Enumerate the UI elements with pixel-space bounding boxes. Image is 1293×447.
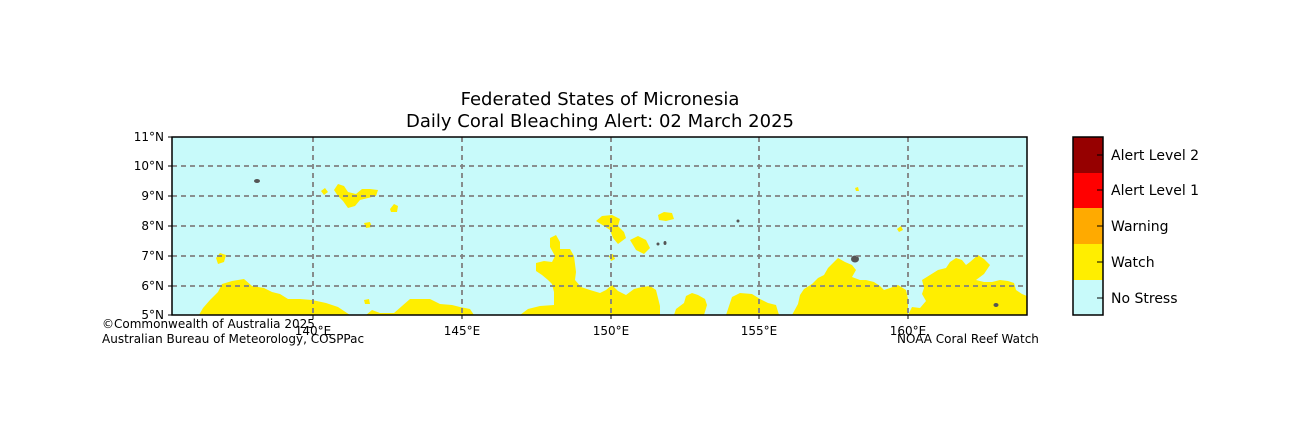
lat-tick-label: 6°N bbox=[141, 279, 164, 293]
map-panel bbox=[171, 136, 1028, 316]
legend-label-watch: Watch bbox=[1111, 255, 1155, 271]
island-mortlock bbox=[656, 242, 660, 246]
watch-patch-9n-158e bbox=[855, 187, 859, 191]
lon-tick-label: 150°E bbox=[593, 324, 630, 338]
map-title-line2: Daily Coral Bleaching Alert: 02 March 20… bbox=[406, 111, 794, 132]
credit-noaa-crw: NOAA Coral Reef Watch bbox=[897, 332, 1039, 346]
lon-tick-label: 145°E bbox=[444, 324, 481, 338]
lat-tick-label: 10°N bbox=[134, 159, 164, 173]
island-ngulu bbox=[254, 179, 260, 183]
lat-axis: 11°N 10°N 9°N 8°N 7°N 6°N 5°N bbox=[134, 130, 172, 322]
watch-region-south-152e bbox=[674, 293, 707, 315]
lon-tick-label: 155°E bbox=[741, 324, 778, 338]
watch-region-southwest bbox=[199, 279, 350, 315]
alert-legend: Alert Level 2 Alert Level 1 Warning Watc… bbox=[1072, 136, 1199, 316]
legend-label-alert-level-1: Alert Level 1 bbox=[1111, 183, 1199, 199]
island-satawan bbox=[663, 241, 667, 245]
credit-copyright: ©Commonwealth of Australia 2025 bbox=[102, 317, 315, 331]
gridlines bbox=[172, 137, 1027, 315]
lat-tick-label: 9°N bbox=[141, 189, 164, 203]
island-pingelap bbox=[736, 219, 740, 223]
watch-patch-8n-160e bbox=[897, 226, 903, 232]
lat-tick-label: 11°N bbox=[134, 130, 164, 144]
lat-tick-label: 8°N bbox=[141, 219, 164, 233]
watch-region-far-east bbox=[908, 255, 1027, 315]
legend-label-warning: Warning bbox=[1111, 219, 1169, 235]
lat-tick-label: 5°N bbox=[141, 308, 164, 322]
watch-patch-8n-152e bbox=[658, 212, 674, 221]
watch-region-south-140e bbox=[366, 299, 474, 315]
lon-axis: 140°E 145°E 150°E 155°E 160°E bbox=[295, 315, 927, 338]
credit-bom-cosppac: Australian Bureau of Meteorology, COSPPa… bbox=[102, 332, 364, 346]
watch-patch-8n-151e-b bbox=[630, 236, 650, 254]
islands bbox=[254, 179, 999, 307]
lon-tick-label: 160°E bbox=[890, 324, 927, 338]
legend-label-alert-level-2: Alert Level 2 bbox=[1111, 148, 1199, 164]
legend-label-no-stress: No Stress bbox=[1111, 291, 1178, 307]
watch-patch-8n-143e bbox=[390, 204, 398, 212]
watch-region-south-154e bbox=[726, 293, 779, 315]
map-title-line1: Federated States of Micronesia bbox=[461, 89, 740, 110]
lon-tick-label: 140°E bbox=[295, 324, 332, 338]
watch-region-south-148e bbox=[520, 235, 660, 315]
island-pohnpei bbox=[851, 255, 859, 263]
island-kosrae bbox=[993, 303, 999, 307]
lat-tick-label: 7°N bbox=[141, 249, 164, 263]
watch-patch-5n-142e bbox=[364, 299, 370, 304]
watch-patch-9n-141e bbox=[321, 188, 328, 195]
legend-swatch-alert-level-1 bbox=[1073, 173, 1103, 209]
